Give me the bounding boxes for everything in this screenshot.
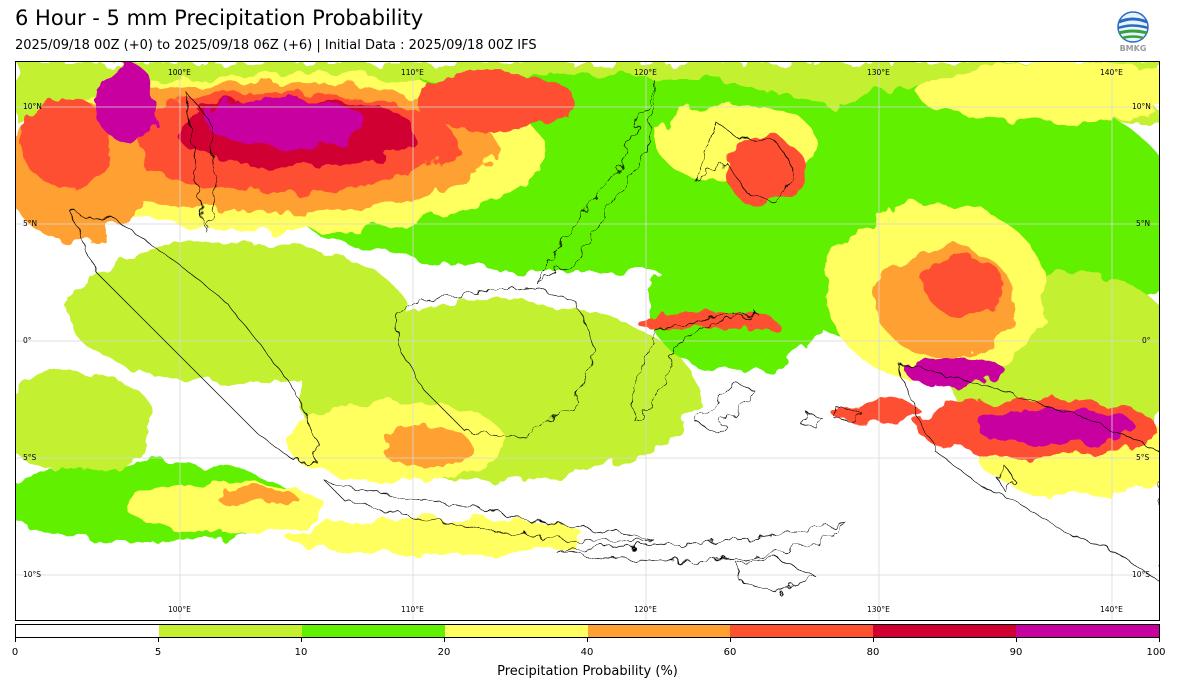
colorbar-segment	[873, 625, 1017, 637]
lat-label-left: 5°S	[23, 453, 37, 462]
lat-label-right: 0°	[1142, 336, 1151, 345]
lon-label-bottom: 120°E	[634, 605, 657, 614]
lat-label-right: 5°N	[1136, 219, 1151, 228]
bmkg-globe-icon	[1117, 11, 1149, 43]
colorbar-tick-label: 5	[154, 647, 162, 658]
colorbar-tickmark	[1159, 638, 1160, 642]
colorbar-tick-label: 20	[437, 647, 451, 658]
colorbar-segment	[730, 625, 874, 637]
precip-field-high	[16, 62, 1156, 507]
lat-label-left: 10°N	[23, 102, 42, 111]
lon-label-top: 100°E	[168, 68, 191, 77]
lon-label-bottom: 130°E	[867, 605, 890, 614]
colorbar-tickmark	[158, 638, 159, 642]
precipitation-map: 100°E 110°E 120°E 130°E 140°E 100°E 110°…	[15, 61, 1160, 621]
lon-label-top: 120°E	[634, 68, 657, 77]
colorbar-segment	[587, 625, 731, 637]
colorbar-tickmark	[873, 638, 874, 642]
colorbar-tickmark	[444, 638, 445, 642]
lat-label-left: 5°N	[23, 219, 38, 228]
colorbar-segment	[158, 625, 302, 637]
lat-label-right: 5°S	[1136, 453, 1150, 462]
colorbar-tick-label: 10	[294, 647, 308, 658]
lat-label-left: 0°	[23, 336, 32, 345]
lon-label-bottom: 110°E	[401, 605, 424, 614]
coastlines	[70, 81, 1159, 593]
colorbar-tickmark	[15, 638, 16, 642]
bmkg-logo: BMKG	[1114, 10, 1152, 56]
colorbar-title: Precipitation Probability (%)	[497, 664, 678, 679]
lon-label-top: 130°E	[867, 68, 890, 77]
lon-label-bottom: 100°E	[168, 605, 191, 614]
lon-label-top: 110°E	[401, 68, 424, 77]
colorbar-tick-label: 40	[580, 647, 594, 658]
lon-label-bottom: 140°E	[1100, 605, 1123, 614]
colorbar-tickmark	[301, 638, 302, 642]
colorbar-segment	[1016, 625, 1159, 637]
colorbar-segment	[301, 625, 445, 637]
lat-label-right: 10°S	[1132, 570, 1151, 579]
map-canvas	[16, 62, 1159, 620]
colorbar-tickmark	[730, 638, 731, 642]
colorbar-tick-label: 100	[1146, 647, 1166, 658]
page-title: 6 Hour - 5 mm Precipitation Probability	[15, 6, 424, 30]
colorbar-tick-label: 90	[1009, 647, 1023, 658]
lat-label-left: 10°S	[23, 570, 42, 579]
colorbar-segment	[16, 625, 159, 637]
colorbar-tickmark	[1016, 638, 1017, 642]
gridlines	[16, 62, 1159, 620]
lat-label-right: 10°N	[1132, 102, 1151, 111]
logo-text: BMKG	[1119, 44, 1147, 53]
colorbar-tickmark	[587, 638, 588, 642]
colorbar-tick-label: 60	[723, 647, 737, 658]
lon-label-top: 140°E	[1100, 68, 1123, 77]
colorbar-segment	[444, 625, 588, 637]
page-subtitle: 2025/09/18 00Z (+0) to 2025/09/18 06Z (+…	[15, 38, 537, 53]
colorbar-tick-label: 80	[866, 647, 880, 658]
colorbar-tick-label: 0	[11, 647, 19, 658]
colorbar	[15, 624, 1160, 638]
